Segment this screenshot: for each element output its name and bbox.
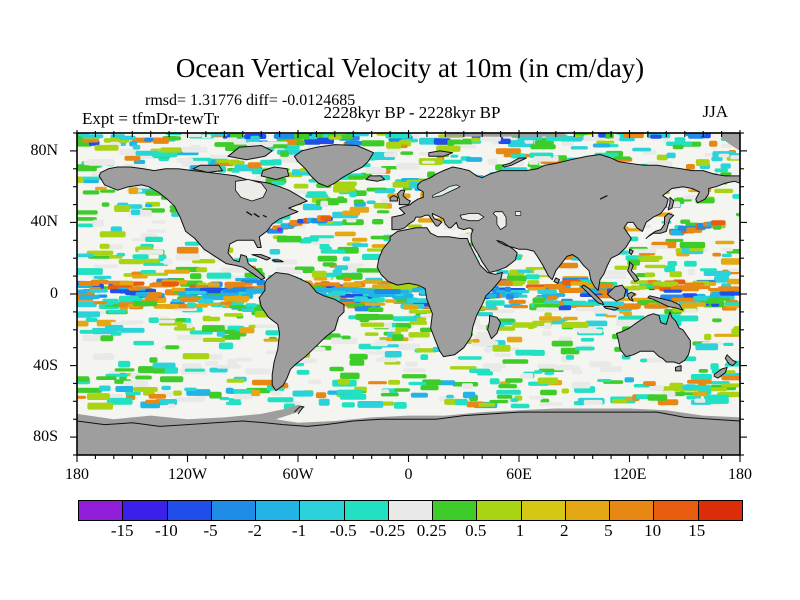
colorbar-segment (520, 501, 565, 520)
colorbar-segment (387, 501, 433, 520)
colorbar-tick-label: 5 (604, 521, 613, 540)
plot-frame (70, 130, 747, 462)
y-axis-tick-label: 0 (50, 285, 58, 302)
colorbar-tick-label: -0.25 (369, 521, 406, 540)
x-axis-tick-label: 60E (506, 466, 532, 483)
colorbar-tick-label: 2 (559, 521, 569, 540)
colorbar-segment (166, 501, 211, 520)
colorbar-segment (564, 501, 610, 520)
season-label: JJA (702, 102, 728, 121)
y-axis-tick-label: 80N (30, 141, 58, 159)
colorbar-tick-label: 0.5 (465, 521, 487, 540)
experiment-label: Expt = tfmDr-tewTr (82, 109, 220, 128)
colorbar-segment (79, 501, 123, 520)
colorbar-tick-label: -10 (155, 521, 178, 540)
continents (77, 133, 740, 455)
colorbar-tick-label: 10 (644, 521, 662, 540)
colorbar-segment (697, 501, 742, 520)
x-axis-tick-label: 120W (167, 466, 208, 483)
x-axis-tick-label: 60W (282, 466, 314, 483)
colorbar-segment (255, 501, 300, 520)
colorbar-tick-label: -0.5 (329, 521, 357, 540)
x-axis-tick-label: 180 (728, 466, 752, 483)
colorbar-segment (609, 501, 654, 520)
chart-title: Ocean Vertical Velocity at 10m (in cm/da… (175, 53, 645, 83)
colorbar-segment (432, 501, 477, 520)
map-svg (70, 130, 747, 462)
stats-line: rmsd= 1.31776 diff= -0.0124685 (145, 92, 356, 109)
y-axis-tick-label: 40N (30, 213, 58, 231)
colorbar (78, 500, 743, 521)
x-axis-tick-label: 120E (612, 466, 647, 483)
colorbar-tick-label: -1 (291, 521, 307, 540)
colorbar-tick-label: -15 (110, 521, 134, 540)
world-map (61, 117, 756, 471)
colorbar-tick-label: -5 (203, 521, 218, 540)
colorbar-tick-label: -2 (247, 521, 262, 540)
colorbar-segment (122, 501, 167, 520)
colorbar-tick-label: 1 (515, 521, 525, 540)
period-label: 2228kyr BP - 2228kyr BP (323, 103, 501, 122)
colorbar-segment (299, 501, 344, 520)
colorbar-tick-label: 15 (688, 521, 706, 540)
x-axis-tick-label: 180 (65, 466, 89, 483)
colorbar-segment (210, 501, 256, 520)
x-axis-tick-label: 0 (404, 466, 413, 483)
colorbar-tick-label: 0.25 (416, 521, 447, 540)
colorbar-segment (653, 501, 698, 520)
colorbar-segment (476, 501, 521, 520)
colorbar-segment (343, 501, 388, 520)
y-axis-tick-label: 80S (33, 428, 58, 446)
y-axis-tick-label: 40S (33, 356, 58, 374)
